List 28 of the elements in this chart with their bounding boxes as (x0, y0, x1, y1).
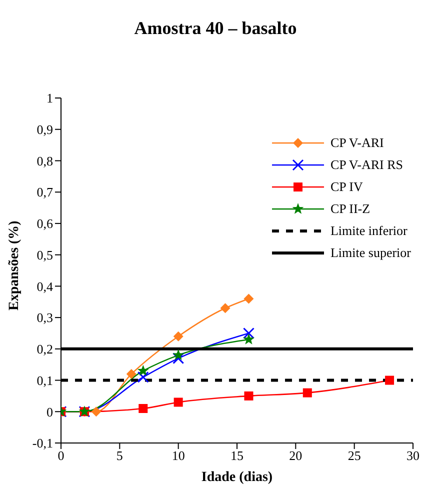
x-tick-label: 0 (58, 448, 64, 464)
legend-label: CP IV (330, 179, 363, 195)
legend-label: Limite inferior (330, 223, 408, 239)
x-tick-label: 30 (406, 448, 420, 464)
x-tick-label: 5 (116, 448, 123, 464)
y-tick-label: 1 (46, 90, 53, 106)
y-tick-label: 0,9 (36, 122, 53, 137)
legend-label: CP II-Z (330, 201, 370, 217)
y-tick-label: 0,2 (36, 342, 53, 357)
y-tick-label: -0,1 (32, 436, 53, 451)
y-tick-label: 0 (46, 404, 53, 420)
chart-title: Amostra 40 – basalto (133, 17, 298, 40)
y-tick-label: 0,6 (36, 216, 54, 232)
x-tick-label: 15 (230, 448, 244, 464)
x-axis-title: Idade (dias) (201, 470, 273, 485)
y-tick-label: 0,5 (36, 247, 53, 262)
y-tick-label: 0,7 (36, 184, 54, 200)
y-tick-label: 0,4 (36, 278, 54, 294)
legend-label: CP V-ARI (330, 135, 384, 151)
x-tick-label: 10 (172, 448, 185, 464)
y-tick-label: 0,8 (36, 153, 53, 168)
x-tick-label: 25 (348, 448, 361, 464)
legend-label: Limite superior (330, 245, 411, 261)
x-tick-label: 20 (289, 448, 302, 464)
y-axis-title: Expansões (%) (6, 220, 22, 310)
y-tick-label: 0,1 (36, 372, 53, 388)
legend-label: CP V-ARI RS (330, 157, 403, 173)
y-tick-label: 0,3 (36, 310, 53, 326)
